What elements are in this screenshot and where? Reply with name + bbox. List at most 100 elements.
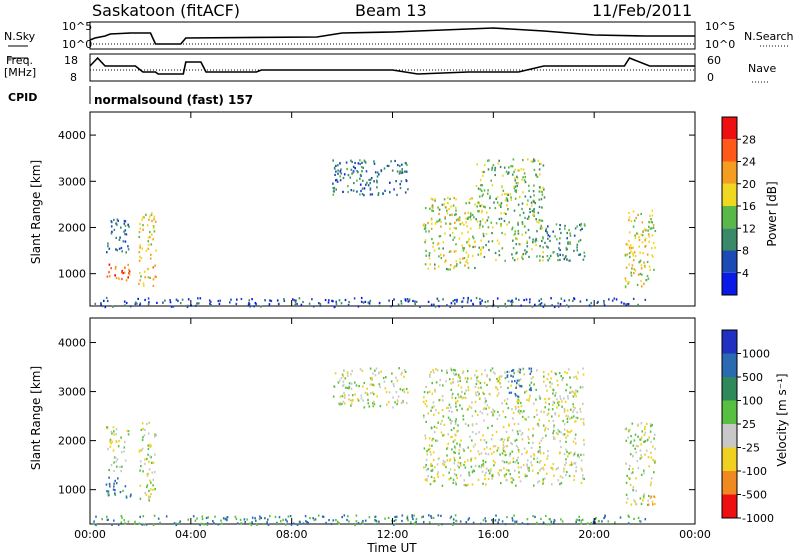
- data-cell: [395, 515, 398, 518]
- data-cell: [150, 233, 153, 236]
- data-cell: [201, 515, 204, 518]
- data-cell: [455, 434, 457, 437]
- data-cell: [144, 276, 146, 279]
- data-cell: [498, 378, 501, 381]
- data-cell: [508, 391, 511, 394]
- data-cell: [525, 298, 528, 301]
- data-cell: [645, 279, 648, 282]
- data-cell: [546, 255, 549, 258]
- data-cell: [347, 185, 349, 188]
- data-cell: [574, 437, 576, 440]
- data-cell: [491, 226, 494, 229]
- data-cell: [357, 399, 360, 402]
- data-cell: [548, 403, 550, 406]
- data-cell: [505, 305, 507, 308]
- data-cell: [465, 521, 468, 524]
- data-cell: [539, 448, 541, 451]
- data-cell: [482, 193, 484, 196]
- data-cell: [547, 428, 550, 431]
- data-cell: [569, 386, 572, 389]
- colorbar-swatch: [722, 183, 737, 206]
- colorbar-tick-label: 24: [742, 156, 756, 169]
- data-cell: [566, 258, 568, 261]
- data-cell: [342, 380, 345, 383]
- data-cell: [152, 238, 154, 241]
- data-cell: [146, 472, 149, 476]
- data-cell: [491, 166, 494, 169]
- data-cell: [547, 397, 550, 401]
- data-cell: [352, 399, 354, 402]
- data-cell: [598, 519, 600, 523]
- data-cell: [390, 380, 393, 383]
- data-cell: [411, 514, 413, 517]
- data-cell: [544, 406, 546, 409]
- data-cell: [454, 302, 456, 305]
- colorbar-tick-label: -500: [742, 489, 767, 502]
- data-cell: [521, 522, 524, 525]
- data-cell: [487, 426, 489, 429]
- data-cell: [505, 197, 508, 200]
- y-tick-label: 3000: [58, 386, 86, 399]
- data-cell: [538, 424, 540, 427]
- data-cell: [627, 429, 630, 432]
- data-cell: [372, 403, 375, 406]
- data-cell: [467, 211, 469, 214]
- data-cell: [566, 429, 568, 432]
- data-cell: [504, 259, 506, 262]
- data-cell: [152, 266, 155, 269]
- data-cell: [244, 521, 246, 524]
- data-cell: [553, 250, 555, 254]
- data-cell: [226, 519, 228, 522]
- data-cell: [353, 182, 355, 185]
- data-cell: [452, 481, 455, 484]
- data-cell: [376, 175, 379, 178]
- data-cell: [516, 400, 518, 403]
- data-cell: [369, 187, 372, 190]
- data-cell: [472, 521, 475, 524]
- data-cell: [434, 263, 436, 266]
- data-cell: [302, 522, 305, 525]
- data-cell: [431, 392, 434, 395]
- data-cell: [342, 375, 344, 378]
- data-cell: [514, 197, 517, 200]
- data-cell: [336, 180, 339, 183]
- data-cell: [258, 518, 261, 521]
- data-cell: [389, 191, 391, 194]
- data-cell: [264, 299, 266, 302]
- data-cell: [480, 522, 482, 525]
- data-cell: [400, 171, 403, 175]
- data-cell: [518, 367, 521, 370]
- data-cell: [434, 222, 437, 225]
- data-cell: [629, 441, 632, 445]
- data-cell: [565, 458, 567, 461]
- data-cell: [424, 263, 427, 266]
- data-cell: [128, 270, 131, 273]
- data-cell: [234, 515, 237, 518]
- data-cell: [559, 224, 561, 227]
- data-cell: [268, 303, 271, 306]
- data-cell: [572, 395, 575, 398]
- data-cell: [479, 179, 482, 182]
- data-cell: [446, 202, 449, 205]
- data-cell: [331, 299, 333, 302]
- data-cell: [499, 382, 501, 385]
- data-cell: [468, 243, 470, 246]
- data-cell: [146, 484, 149, 487]
- data-cell: [629, 255, 631, 259]
- data-cell: [572, 415, 575, 418]
- data-cell: [457, 373, 460, 376]
- data-cell: [506, 516, 508, 519]
- data-cell: [451, 213, 453, 216]
- data-cell: [450, 388, 453, 391]
- data-cell: [294, 301, 297, 304]
- data-cell: [566, 417, 569, 420]
- data-cell: [446, 209, 448, 212]
- data-cell: [574, 407, 576, 410]
- data-cell: [229, 301, 231, 304]
- data-cell: [447, 268, 449, 271]
- data-cell: [455, 213, 457, 216]
- data-cell: [150, 488, 152, 491]
- data-cell: [357, 521, 360, 525]
- data-cell: [635, 444, 638, 447]
- data-cell: [423, 390, 426, 394]
